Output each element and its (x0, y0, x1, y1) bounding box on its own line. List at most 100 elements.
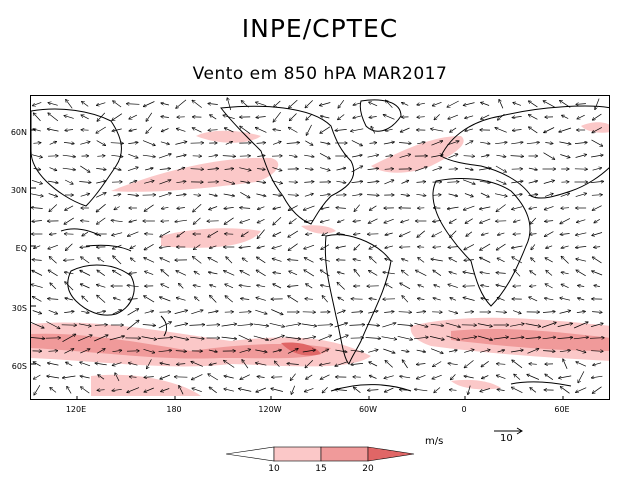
wind-vector (81, 284, 90, 289)
wind-vector (402, 296, 409, 303)
wind-vector (305, 220, 314, 222)
wind-vector (545, 221, 554, 222)
graticule (31, 129, 564, 399)
wind-vector (545, 258, 553, 263)
wind-vector (256, 102, 267, 107)
wind-vector (257, 257, 266, 264)
wind-vector (431, 259, 443, 262)
wind-vector (97, 390, 105, 391)
coastline-greenland (359, 99, 402, 132)
wind-vector (402, 259, 409, 262)
lat-label-30s: 30S (11, 304, 27, 313)
wind-vector (402, 270, 409, 276)
wind-vector (576, 246, 587, 247)
wind-vector (98, 258, 105, 263)
wind-vector (114, 298, 121, 301)
wind-vector (594, 247, 601, 248)
wind-vector (336, 245, 346, 248)
wind-vector (96, 140, 106, 146)
wind-vector (416, 270, 427, 277)
wind-vector (80, 165, 89, 172)
wind-vector (160, 374, 171, 379)
wind-vector (335, 349, 346, 352)
wind-vector (65, 282, 74, 291)
wind-vector (302, 337, 316, 340)
wind-vector (80, 247, 90, 248)
wind-vector (48, 129, 59, 132)
wind-vector (95, 363, 107, 365)
wind-vector (112, 113, 123, 121)
wind-vector (321, 207, 330, 209)
wind-vector (50, 283, 57, 290)
wind-vector (461, 337, 477, 340)
wind-vector (510, 324, 524, 327)
wind-vector (78, 323, 91, 326)
wind-vector (497, 258, 505, 263)
wind-vector (320, 259, 330, 262)
wind-vector (369, 244, 377, 249)
wind-vector (273, 273, 281, 274)
wind-vector (322, 232, 328, 236)
wind-vector (510, 350, 523, 353)
lon-label-60e: 60E (554, 405, 570, 414)
wind-vector (34, 245, 41, 249)
wind-vector (512, 257, 523, 264)
wind-vector (528, 181, 538, 184)
wind-vector (560, 218, 571, 223)
wind-vector (481, 285, 490, 286)
wind-vector (433, 270, 442, 276)
wind-vector (160, 141, 169, 144)
wind-vector (589, 338, 604, 339)
wind-vector (240, 181, 249, 183)
wind-vector (525, 323, 541, 327)
wind-vector (384, 115, 395, 120)
wind-vector (290, 113, 297, 121)
wind-vector (144, 311, 154, 314)
wind-vector (97, 156, 104, 157)
wind-vector (32, 271, 43, 276)
wind-vector (351, 166, 363, 173)
wind-vector (384, 312, 394, 313)
wind-vector (65, 272, 74, 274)
wind-vector (577, 114, 585, 119)
wind-vector (31, 208, 43, 209)
wind-vector (318, 335, 332, 341)
wind-vector (223, 179, 235, 184)
wind-vector (48, 351, 58, 352)
wind-vector (240, 218, 251, 222)
wind-vector (158, 350, 172, 351)
wind-vector (113, 244, 122, 249)
wind-vector (576, 387, 587, 393)
wind-vector (96, 168, 106, 169)
wind-vector (560, 298, 571, 301)
wind-vector (495, 128, 507, 133)
wind-vector (593, 362, 602, 365)
wind-vector (115, 373, 120, 382)
wind-vector (161, 284, 170, 289)
wind-vector (321, 285, 330, 287)
wind-vector (160, 258, 170, 263)
wind-vector (146, 126, 153, 133)
wind-vector (482, 232, 489, 235)
wind-vector (559, 350, 570, 351)
wind-vector (497, 243, 506, 250)
wind-vector (112, 232, 123, 236)
wind-vector (81, 257, 90, 264)
wind-vector (66, 362, 73, 367)
wind-vector (271, 309, 282, 315)
wind-vector (512, 116, 522, 117)
wind-vector (174, 310, 188, 314)
wind-vector (398, 312, 412, 313)
subantarctic-patch-east (451, 379, 501, 390)
wind-vector (368, 350, 377, 353)
wind-vector (496, 155, 505, 157)
wind-vector (210, 285, 217, 287)
wind-vector (208, 350, 217, 352)
coastline-south-america (324, 234, 392, 365)
wind-vector (94, 325, 107, 326)
wind-vector (160, 363, 170, 366)
wind-vector (465, 360, 474, 367)
wind-vector (317, 325, 333, 326)
wind-vector (559, 127, 572, 132)
wind-vector (161, 117, 169, 118)
